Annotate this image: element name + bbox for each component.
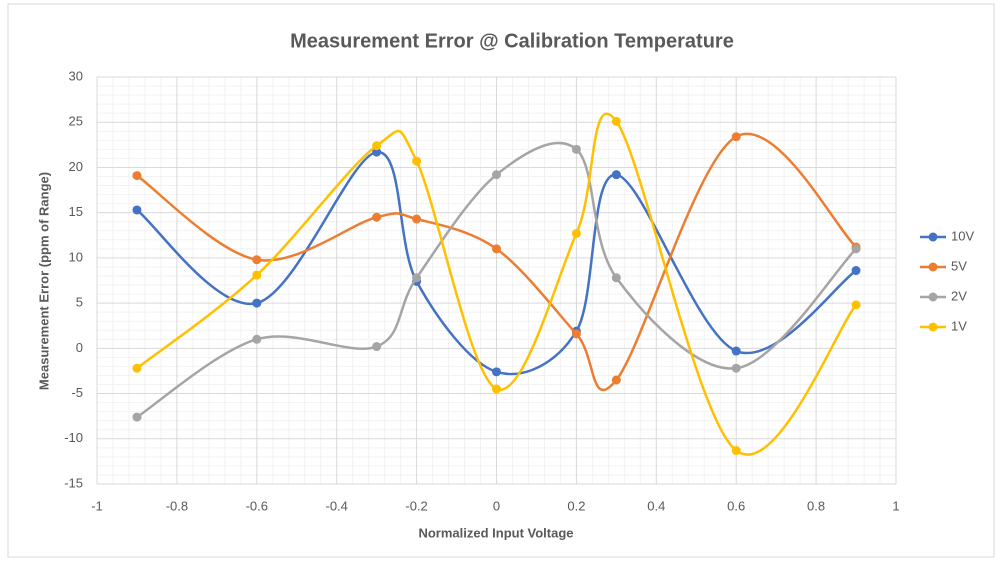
- x-tick-label: -1: [91, 498, 103, 513]
- data-point: [731, 132, 741, 142]
- data-point: [731, 346, 741, 356]
- legend-marker: [928, 262, 938, 272]
- y-tick-label: 20: [69, 159, 83, 174]
- y-tick-label: 10: [69, 249, 83, 264]
- data-point: [571, 144, 581, 154]
- data-point: [412, 214, 422, 224]
- x-tick-label: -0.4: [325, 498, 347, 513]
- y-tick-label: 15: [69, 204, 83, 219]
- data-point: [492, 170, 501, 180]
- x-tick-label: 0.4: [647, 498, 665, 513]
- series-line: [136, 112, 858, 456]
- data-point: [132, 363, 142, 373]
- legend-marker: [928, 292, 938, 302]
- data-point: [412, 156, 422, 166]
- series-line: [136, 132, 857, 391]
- data-point: [611, 116, 621, 126]
- data-point: [252, 255, 262, 265]
- data-point: [571, 329, 581, 339]
- data-point: [252, 270, 262, 280]
- data-point: [372, 147, 382, 157]
- data-point: [372, 212, 382, 222]
- data-point: [571, 228, 581, 238]
- y-tick-label: -5: [71, 385, 83, 400]
- data-point: [611, 273, 621, 283]
- x-tick-label: 0: [493, 498, 500, 513]
- legend-label: 5V: [951, 258, 967, 273]
- y-tick-label: 30: [69, 68, 83, 83]
- legend-label: 1V: [951, 318, 967, 333]
- y-tick-label: -10: [64, 430, 83, 445]
- x-tick-label: 0.6: [727, 498, 745, 513]
- data-point: [851, 300, 861, 310]
- data-point: [492, 384, 501, 394]
- y-axis-title: Measurement Error (ppm of Range): [36, 172, 51, 390]
- data-point: [611, 170, 621, 180]
- data-point: [372, 141, 382, 151]
- x-tick-label: 0.2: [567, 498, 585, 513]
- y-tick-label: -15: [64, 475, 83, 490]
- legend-label: 10V: [951, 228, 974, 243]
- data-point: [731, 446, 741, 456]
- data-point: [492, 367, 501, 377]
- data-point: [412, 273, 422, 283]
- data-point: [252, 298, 262, 308]
- data-point: [372, 342, 382, 352]
- legend-marker: [928, 232, 938, 242]
- y-tick-label: 0: [76, 340, 83, 355]
- x-tick-label: 1: [892, 498, 899, 513]
- x-tick-label: 0.8: [807, 498, 825, 513]
- legend-label: 2V: [951, 288, 967, 303]
- data-point: [252, 334, 262, 344]
- data-point: [851, 266, 861, 276]
- chart-title: Measurement Error @ Calibration Temperat…: [290, 30, 734, 52]
- data-point: [132, 205, 142, 215]
- data-point: [492, 244, 501, 254]
- legend-marker: [928, 322, 938, 332]
- data-point: [611, 375, 621, 385]
- y-tick-label: 25: [69, 114, 83, 129]
- x-axis-title: Normalized Input Voltage: [418, 525, 573, 540]
- y-tick-label: 5: [76, 295, 83, 310]
- data-point: [132, 171, 142, 181]
- series-line: [136, 141, 857, 419]
- data-point: [132, 412, 142, 422]
- data-point: [851, 244, 861, 254]
- x-tick-label: -0.6: [246, 498, 268, 513]
- x-tick-label: -0.8: [166, 498, 188, 513]
- data-point: [731, 363, 741, 373]
- x-tick-label: -0.2: [405, 498, 427, 513]
